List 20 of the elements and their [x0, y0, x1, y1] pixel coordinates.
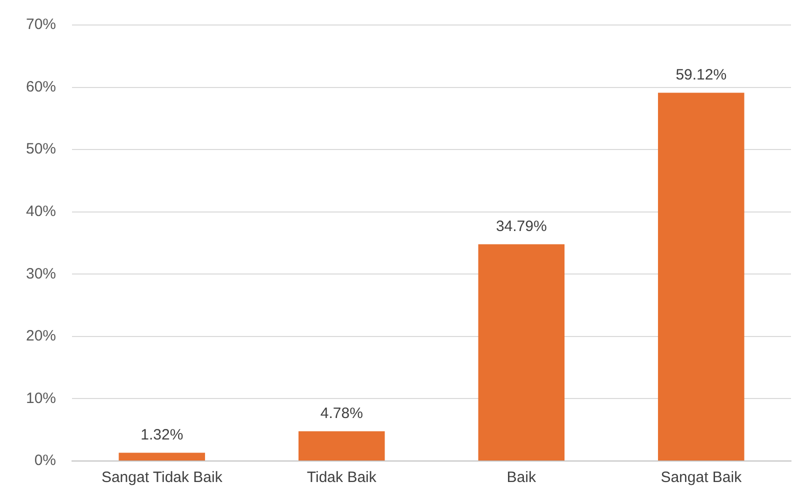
y-tick-label: 10% [26, 390, 56, 407]
data-label: 4.78% [320, 404, 363, 422]
x-tick-label: Tidak Baik [306, 469, 377, 486]
y-tick-label: 70% [26, 16, 56, 34]
bar [118, 452, 206, 460]
bar [658, 92, 744, 460]
y-tick-label: 50% [26, 140, 56, 158]
x-tick-label: Baik [506, 469, 536, 486]
data-label: 34.79% [496, 218, 547, 235]
y-tick-label: 40% [26, 203, 56, 220]
y-tick-label: 30% [26, 265, 56, 282]
data-label: 1.32% [140, 426, 184, 444]
y-tick-label: 60% [26, 78, 56, 96]
y-tick-label: 0% [34, 452, 56, 470]
bar [298, 431, 385, 460]
bar [478, 244, 565, 460]
data-label: 59.12% [676, 66, 727, 84]
x-tick-label: Sangat Tidak Baik [101, 469, 223, 486]
x-tick-label: Sangat Baik [660, 469, 742, 486]
y-tick-label: 20% [26, 328, 56, 345]
